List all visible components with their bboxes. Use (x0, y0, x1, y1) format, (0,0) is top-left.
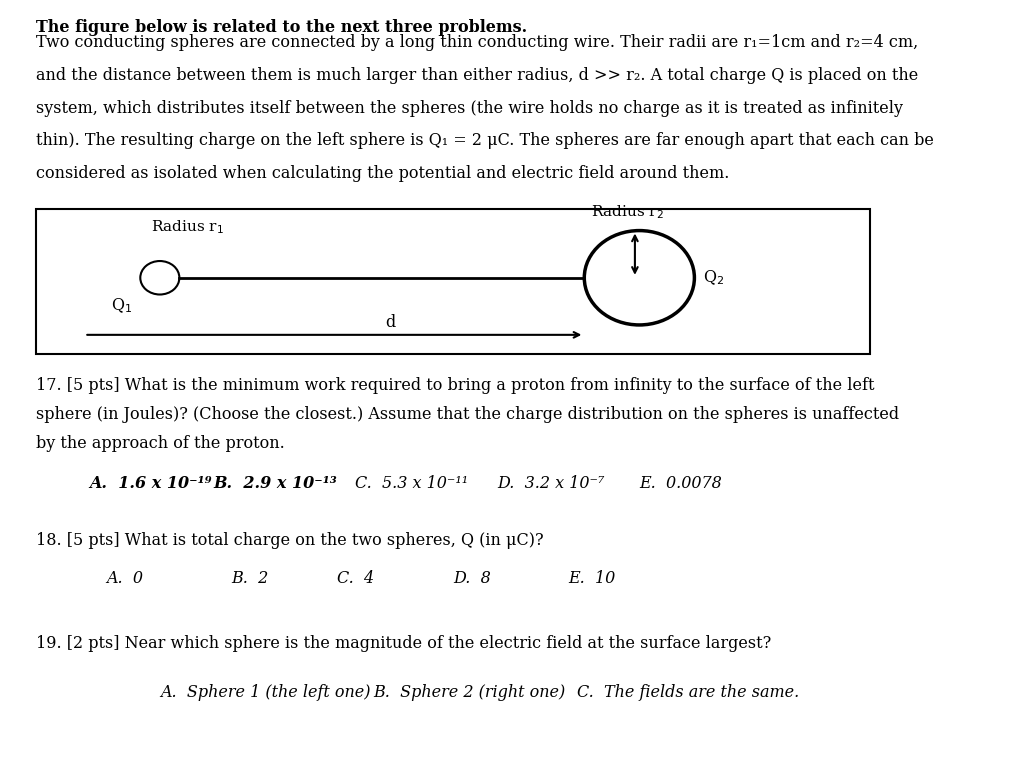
Text: E.  0.0078: E. 0.0078 (639, 475, 722, 492)
Text: D.  3.2 x 10⁻⁷: D. 3.2 x 10⁻⁷ (498, 475, 604, 492)
Text: by the approach of the proton.: by the approach of the proton. (36, 435, 285, 451)
Text: C.  4: C. 4 (338, 570, 375, 587)
Text: thin). The resulting charge on the left sphere is Q₁ = 2 μC. The spheres are far: thin). The resulting charge on the left … (36, 132, 934, 149)
Text: 19. [2 pts] Near which sphere is the magnitude of the electric field at the surf: 19. [2 pts] Near which sphere is the mag… (36, 635, 771, 651)
Text: 18. [5 pts] What is total charge on the two spheres, Q (in μC)?: 18. [5 pts] What is total charge on the … (36, 532, 543, 549)
FancyBboxPatch shape (36, 209, 870, 354)
Text: A.  0: A. 0 (106, 570, 143, 587)
Text: C.  The fields are the same.: C. The fields are the same. (578, 684, 800, 701)
Text: and the distance between them is much larger than either radius, d >> r₂. A tota: and the distance between them is much la… (36, 67, 918, 84)
Text: B.  2: B. 2 (230, 570, 268, 587)
Text: 17. [5 pts] What is the minimum work required to bring a proton from infinity to: 17. [5 pts] What is the minimum work req… (36, 377, 874, 393)
Text: Radius r$_2$: Radius r$_2$ (591, 203, 664, 221)
Text: sphere (in Joules)? (Choose the closest.) Assume that the charge distribution on: sphere (in Joules)? (Choose the closest.… (36, 406, 899, 422)
Text: considered as isolated when calculating the potential and electric field around : considered as isolated when calculating … (36, 165, 729, 182)
Text: Radius r$_1$: Radius r$_1$ (151, 218, 224, 236)
Text: A.  Sphere 1 (the left one): A. Sphere 1 (the left one) (160, 684, 371, 701)
Text: B.  Sphere 2 (right one): B. Sphere 2 (right one) (373, 684, 565, 701)
Text: C.  5.3 x 10⁻¹¹: C. 5.3 x 10⁻¹¹ (355, 475, 468, 492)
Text: d: d (386, 314, 396, 331)
Text: B.  2.9 x 10⁻¹³: B. 2.9 x 10⁻¹³ (213, 475, 337, 492)
Text: Two conducting spheres are connected by a long thin conducting wire. Their radii: Two conducting spheres are connected by … (36, 34, 918, 51)
Text: Q$_1$: Q$_1$ (111, 297, 132, 316)
Text: Q$_2$: Q$_2$ (703, 269, 725, 287)
Text: system, which distributes itself between the spheres (the wire holds no charge a: system, which distributes itself between… (36, 100, 902, 116)
Text: A.  1.6 x 10⁻¹⁹: A. 1.6 x 10⁻¹⁹ (89, 475, 211, 492)
Text: D.  8: D. 8 (453, 570, 490, 587)
Text: The figure below is related to the next three problems.: The figure below is related to the next … (36, 19, 526, 36)
Text: E.  10: E. 10 (568, 570, 615, 587)
